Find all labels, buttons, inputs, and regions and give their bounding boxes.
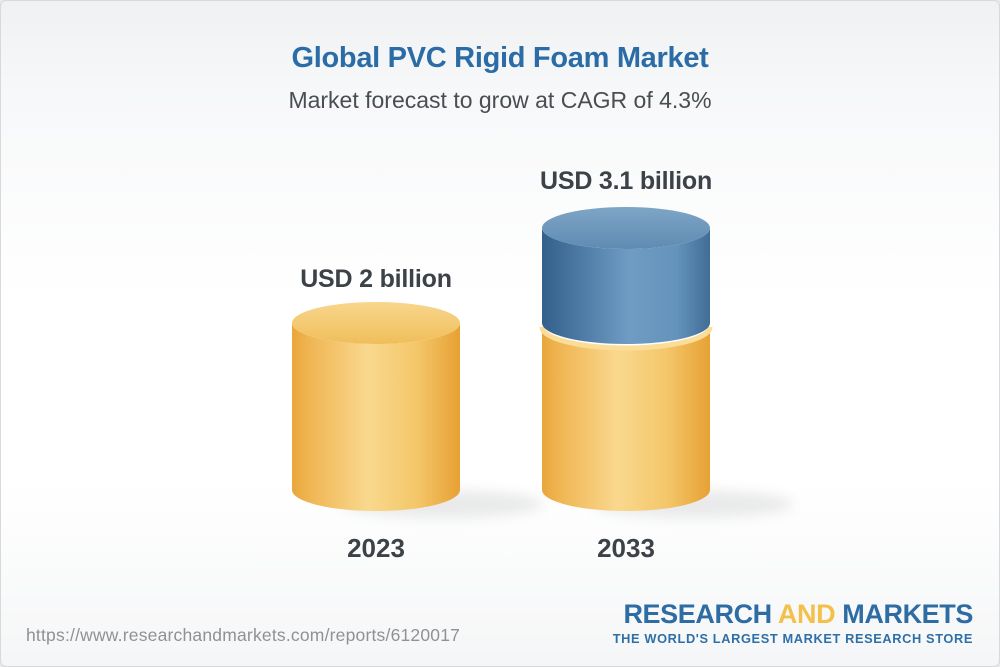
logo-wordmark: RESEARCH AND MARKETS: [613, 600, 973, 628]
year-label-2033: 2033: [597, 533, 655, 563]
logo-word-markets: MARKETS: [842, 599, 973, 629]
bar-2033-junction-highlight: [539, 326, 713, 351]
report-url: https://www.researchandmarkets.com/repor…: [26, 625, 461, 645]
year-label-2023: 2023: [347, 533, 405, 563]
chart-subtitle: Market forecast to grow at CAGR of 4.3%: [288, 87, 712, 113]
chart-title: Global PVC Rigid Foam Market: [291, 42, 709, 74]
value-label-2033: USD 3.1 billion: [539, 167, 713, 195]
bar-2033-cylinder: [539, 207, 713, 511]
value-label-2023: USD 2 billion: [300, 265, 452, 293]
research-and-markets-logo: RESEARCH AND MARKETS THE WORLD'S LARGEST…: [612, 600, 974, 647]
bar-2023-cylinder: [292, 302, 460, 511]
logo-tagline: THE WORLD'S LARGEST MARKET RESEARCH STOR…: [612, 631, 973, 647]
logo-word-and: AND: [777, 599, 836, 629]
logo-word-research: RESEARCH: [623, 599, 772, 629]
bar-2033-base-segment: [542, 327, 710, 511]
bar-2033-growth-segment: [542, 228, 710, 344]
